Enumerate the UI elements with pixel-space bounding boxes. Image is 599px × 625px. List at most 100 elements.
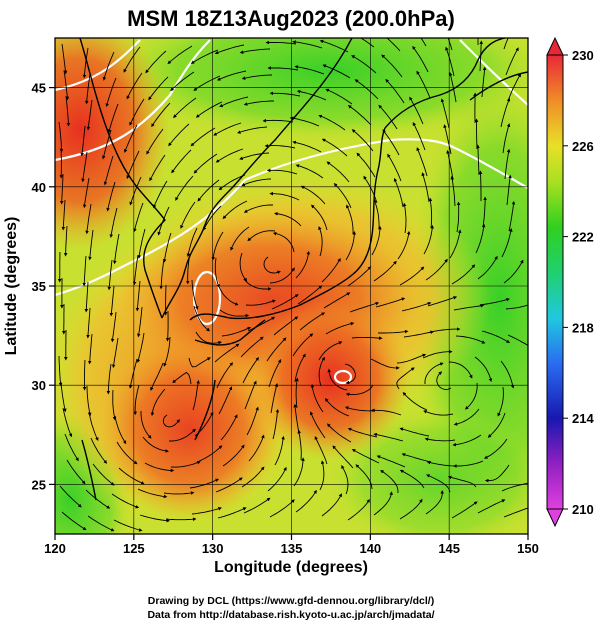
streamline xyxy=(137,228,146,259)
streamline xyxy=(402,202,407,234)
streamline xyxy=(376,455,406,468)
streamline xyxy=(84,73,91,105)
streamline xyxy=(197,179,220,202)
streamline xyxy=(293,457,305,487)
streamline xyxy=(447,475,477,488)
streamline xyxy=(333,182,352,209)
wind-streamlines xyxy=(57,38,528,532)
streamline xyxy=(267,66,299,71)
streamline xyxy=(165,517,197,521)
credit-data: Data from http://database.rish.kyoto-u.a… xyxy=(147,609,434,621)
streamline xyxy=(355,464,373,490)
streamline xyxy=(479,40,483,72)
streamline xyxy=(144,462,175,473)
streamline xyxy=(497,386,504,417)
china-coast xyxy=(79,38,166,319)
streamline xyxy=(503,259,524,284)
streamline xyxy=(318,114,346,131)
streamline xyxy=(402,391,428,411)
streamline xyxy=(428,197,433,229)
streamline xyxy=(262,118,294,123)
streamline xyxy=(109,207,118,238)
streamline xyxy=(167,45,193,65)
streamline xyxy=(314,435,328,465)
y-tick-label: 35 xyxy=(32,279,46,294)
streamline xyxy=(504,148,511,180)
streamline xyxy=(244,380,257,410)
streamline xyxy=(126,72,143,100)
streamline xyxy=(191,507,222,515)
y-axis: 25 30 35 40 45 xyxy=(32,81,55,492)
streamline xyxy=(507,334,528,346)
streamline xyxy=(59,485,82,508)
streamline xyxy=(318,356,325,387)
y-axis-label: Latitude (degrees) xyxy=(3,217,20,356)
streamline xyxy=(58,355,63,387)
x-tick-label: 135 xyxy=(281,541,303,556)
streamline xyxy=(136,306,143,338)
streamline xyxy=(245,299,276,306)
colorbar-tick-label: 222 xyxy=(572,230,594,245)
streamline xyxy=(239,152,270,160)
streamline xyxy=(264,143,296,149)
streamline xyxy=(116,441,138,465)
coastlines xyxy=(79,38,528,501)
streamline xyxy=(61,511,87,531)
streamline xyxy=(318,226,323,257)
streamline xyxy=(118,467,145,485)
y-tick-label: 30 xyxy=(32,378,46,393)
streamline xyxy=(479,297,510,306)
streamline xyxy=(373,260,397,282)
streamline xyxy=(381,54,403,78)
streamline xyxy=(274,435,285,466)
streamline xyxy=(263,256,281,274)
streamline xyxy=(82,255,87,287)
streamline xyxy=(123,124,138,153)
streamline xyxy=(88,411,99,442)
streamline xyxy=(453,408,480,426)
streamline xyxy=(265,40,297,45)
streamline xyxy=(86,307,91,339)
streamline xyxy=(324,397,350,417)
streamline xyxy=(294,65,325,75)
streamline xyxy=(403,330,435,338)
x-tick-label: 120 xyxy=(44,541,66,556)
streamline xyxy=(482,196,487,228)
streamline xyxy=(295,377,299,409)
streamline xyxy=(424,362,444,384)
streamline xyxy=(424,437,456,442)
streamline xyxy=(347,266,372,287)
x-tick-label: 150 xyxy=(517,541,539,556)
streamline xyxy=(110,311,117,343)
streamline xyxy=(478,170,483,201)
lat-lon-grid xyxy=(55,38,528,534)
streamline xyxy=(508,200,516,232)
streamline xyxy=(168,123,190,147)
streamline xyxy=(132,254,139,286)
streamline xyxy=(61,43,68,75)
streamline xyxy=(319,39,349,53)
streamline xyxy=(268,359,282,388)
streamline xyxy=(92,463,115,486)
streamline xyxy=(325,88,353,105)
streamline xyxy=(148,76,169,101)
streamline xyxy=(217,283,239,306)
colorbar-tick-label: 226 xyxy=(572,139,594,154)
streamline xyxy=(455,335,486,344)
streamline xyxy=(274,212,302,227)
streamline xyxy=(387,153,402,182)
streamline xyxy=(61,199,66,231)
streamline xyxy=(87,333,93,365)
x-tick-label: 130 xyxy=(202,541,224,556)
streamline xyxy=(247,316,276,332)
streamline xyxy=(219,96,249,108)
streamline xyxy=(218,174,246,191)
contour-line xyxy=(459,39,528,106)
streamline xyxy=(422,349,453,359)
streamline xyxy=(192,379,200,411)
x-tick-label: 125 xyxy=(123,541,145,556)
streamline xyxy=(214,343,240,363)
streamline xyxy=(363,175,378,204)
streamline xyxy=(448,361,473,379)
streamline xyxy=(222,200,248,220)
